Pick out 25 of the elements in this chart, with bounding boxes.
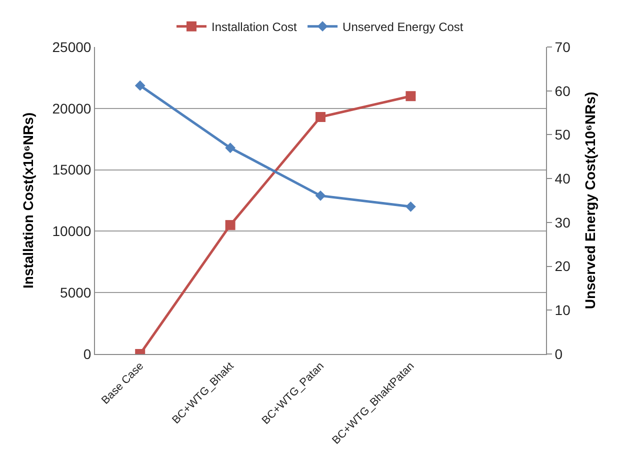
y-axis-title: Installation Cost(x10⁶NRs) xyxy=(20,112,36,289)
point xyxy=(406,91,416,102)
y2-tick-label: 60 xyxy=(554,82,571,99)
y2-axis-title: Unserved Energy Cost(x10⁶NRs) xyxy=(582,92,598,310)
y-tick-label: 5000 xyxy=(60,284,92,300)
point xyxy=(316,112,326,122)
point xyxy=(225,142,236,154)
point xyxy=(225,220,236,230)
y2-tick-label: 40 xyxy=(554,170,571,186)
y-tick-label: 10000 xyxy=(52,223,92,240)
y2-tick-label: 30 xyxy=(554,214,571,230)
y-tick-label: 25000 xyxy=(52,38,92,55)
y-tick-label: 0 xyxy=(83,346,92,362)
y2-tick-label: 0 xyxy=(554,346,563,362)
legend-label: Unserved Energy Cost xyxy=(342,20,464,34)
y-tick-label: 15000 xyxy=(52,162,92,178)
y-tick-label: 20000 xyxy=(52,100,92,116)
point xyxy=(406,201,416,212)
y2-tick-label: 50 xyxy=(554,126,571,143)
y2-tick-label: 20 xyxy=(554,258,571,274)
point xyxy=(134,80,146,91)
point xyxy=(315,190,326,201)
y2-tick-label: 70 xyxy=(554,38,571,55)
y2-tick-label: 10 xyxy=(554,302,571,318)
legend-label: Installation Cost xyxy=(212,20,298,34)
